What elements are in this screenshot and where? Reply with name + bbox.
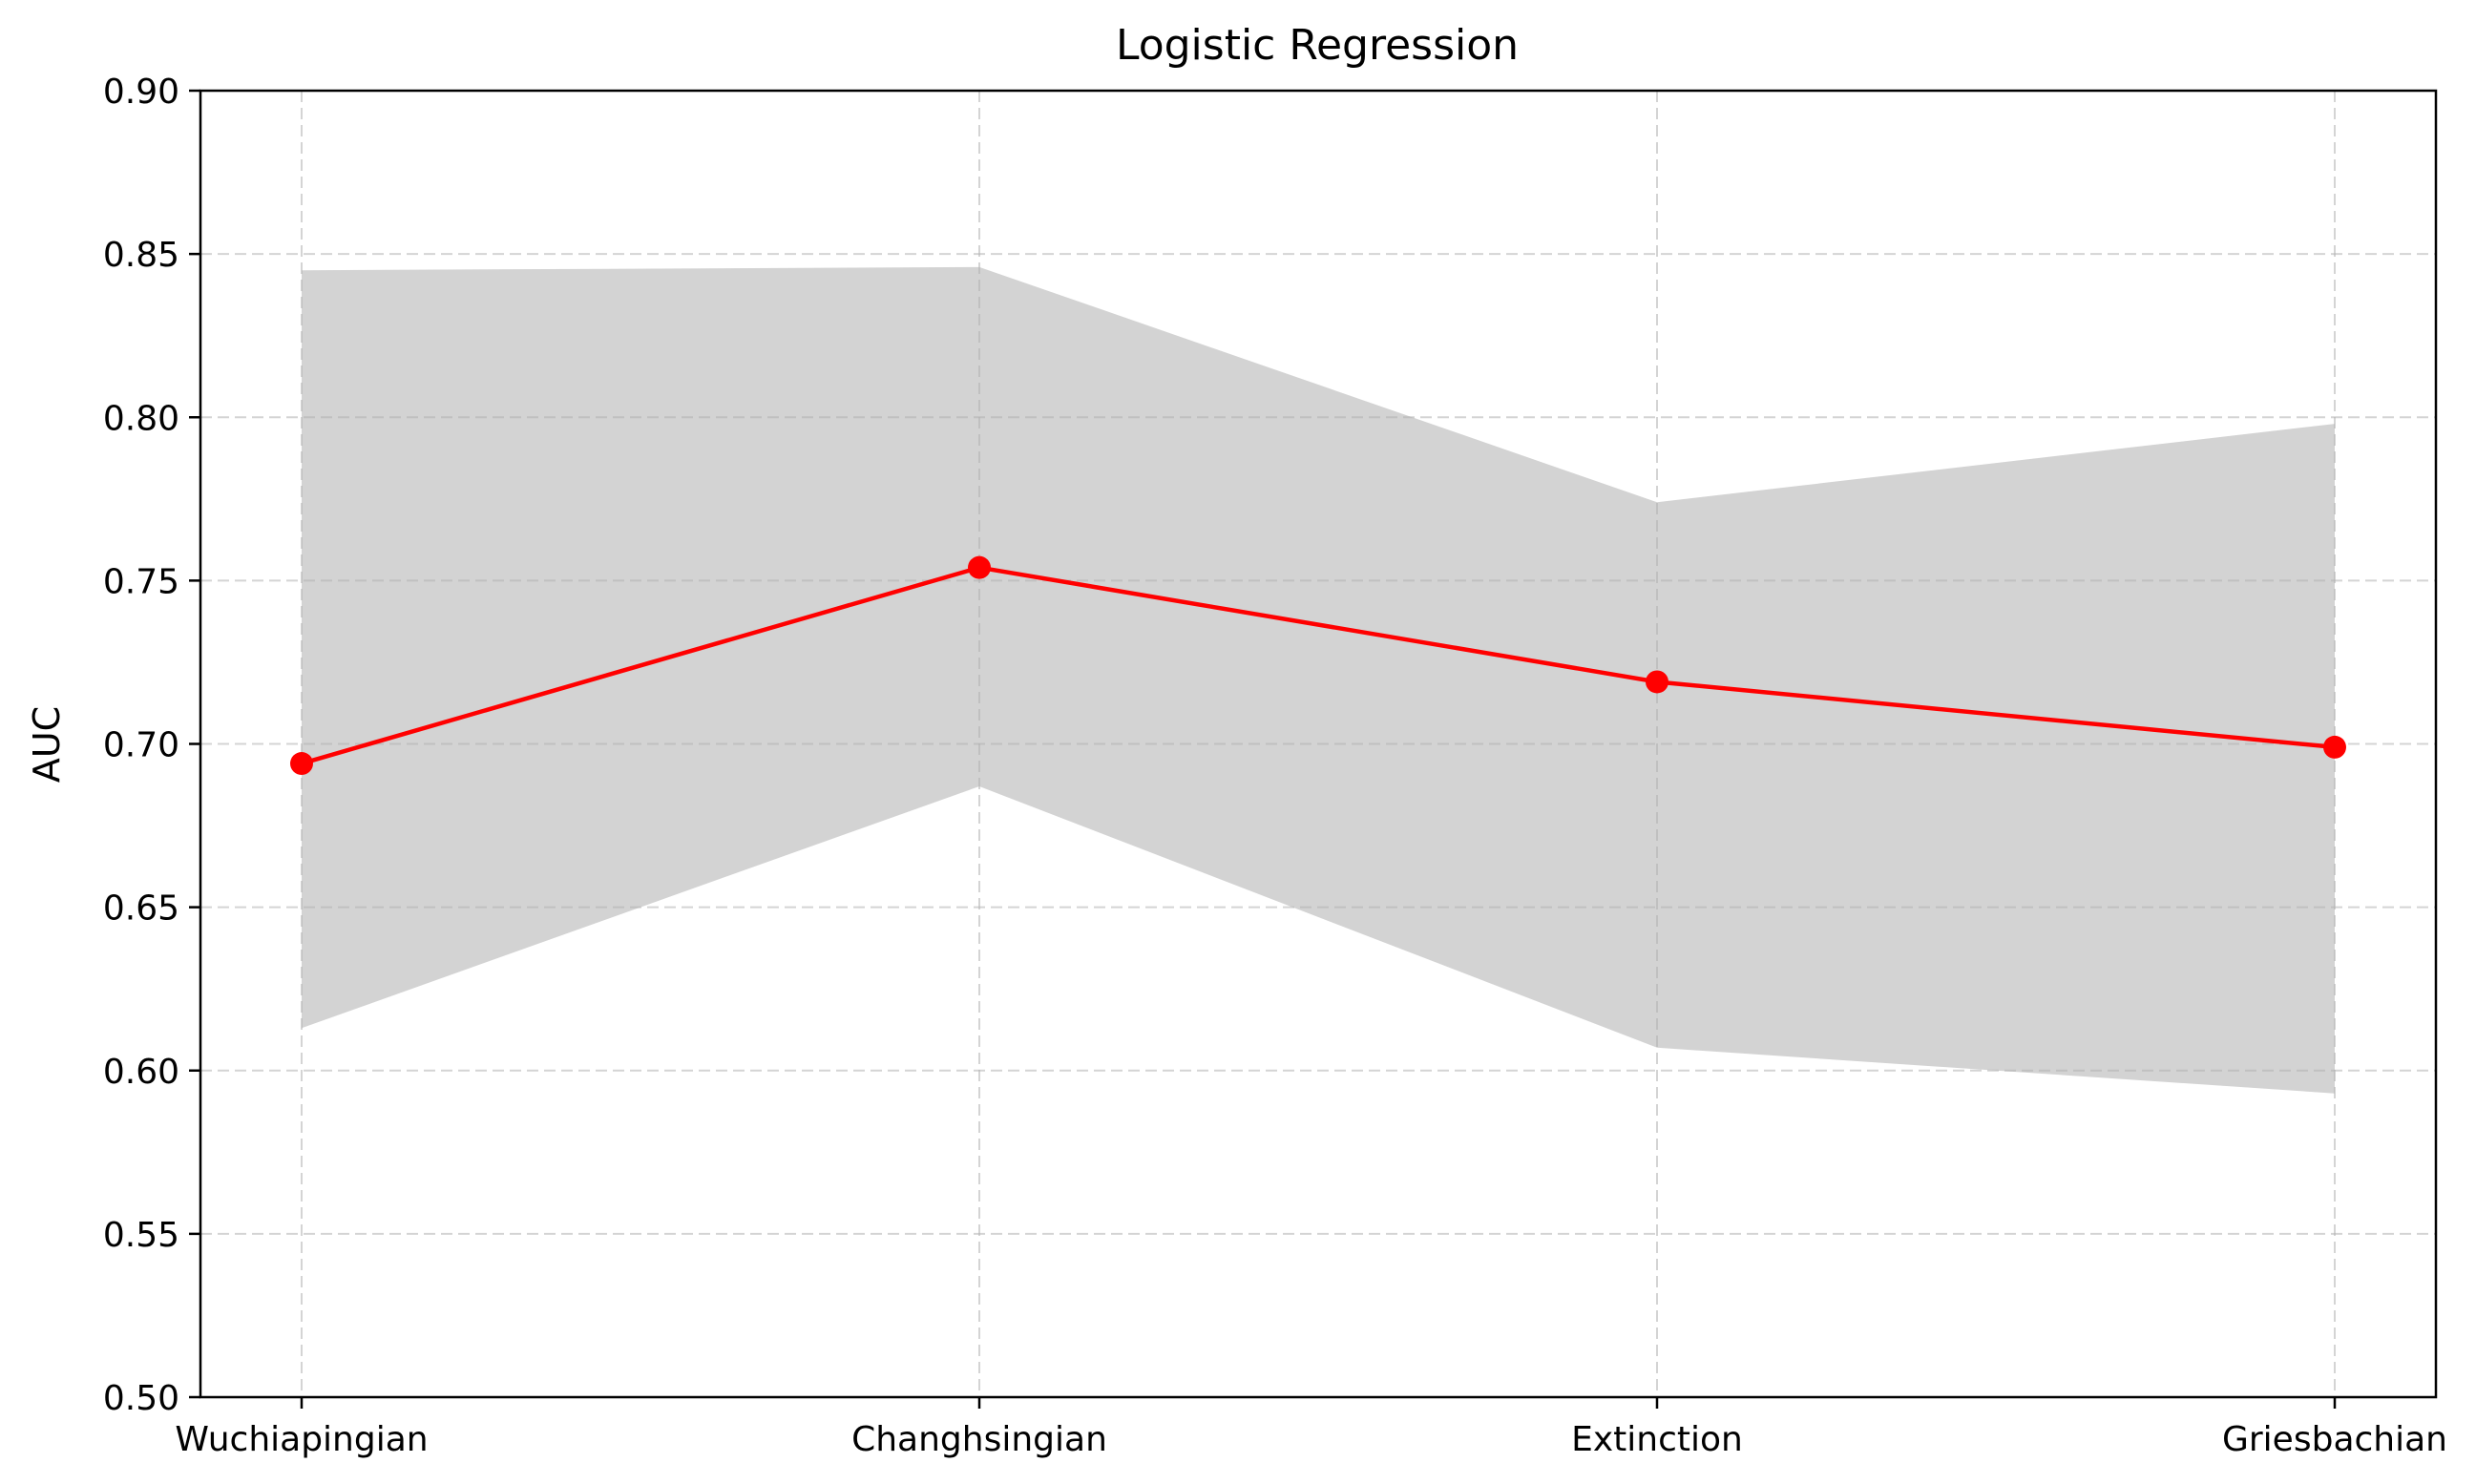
y-tick-label: 0.60 <box>103 1053 179 1092</box>
y-tick-label: 0.50 <box>103 1379 179 1418</box>
y-axis-label: AUC <box>26 706 68 783</box>
data-point <box>2323 735 2346 759</box>
series-line <box>301 565 2336 766</box>
x-tick-label: Wuchiapingian <box>175 1420 428 1459</box>
data-point <box>290 752 313 776</box>
chart-title: Logistic Regression <box>1116 21 1519 70</box>
y-tick-label: 0.75 <box>103 562 179 601</box>
y-tick-label: 0.55 <box>103 1216 179 1255</box>
y-tick-label: 0.65 <box>103 889 179 929</box>
x-tick-label: Extinction <box>1571 1420 1743 1459</box>
x-tick-label: Griesbachian <box>2222 1420 2447 1459</box>
data-point <box>968 555 991 579</box>
plot-area: 0.50 0.55 0.60 0.65 0.70 0.75 0.80 0.85 0.90 Wuch… <box>103 73 2447 1459</box>
y-tick-label: 0.90 <box>103 73 179 112</box>
y-tick-label: 0.80 <box>103 399 179 438</box>
data-point <box>1646 670 1668 694</box>
confidence-band <box>302 266 2335 1094</box>
y-tick-label: 0.70 <box>103 726 179 765</box>
y-tick-label: 0.85 <box>103 236 179 275</box>
x-tick-label: Changhsingian <box>851 1420 1107 1459</box>
